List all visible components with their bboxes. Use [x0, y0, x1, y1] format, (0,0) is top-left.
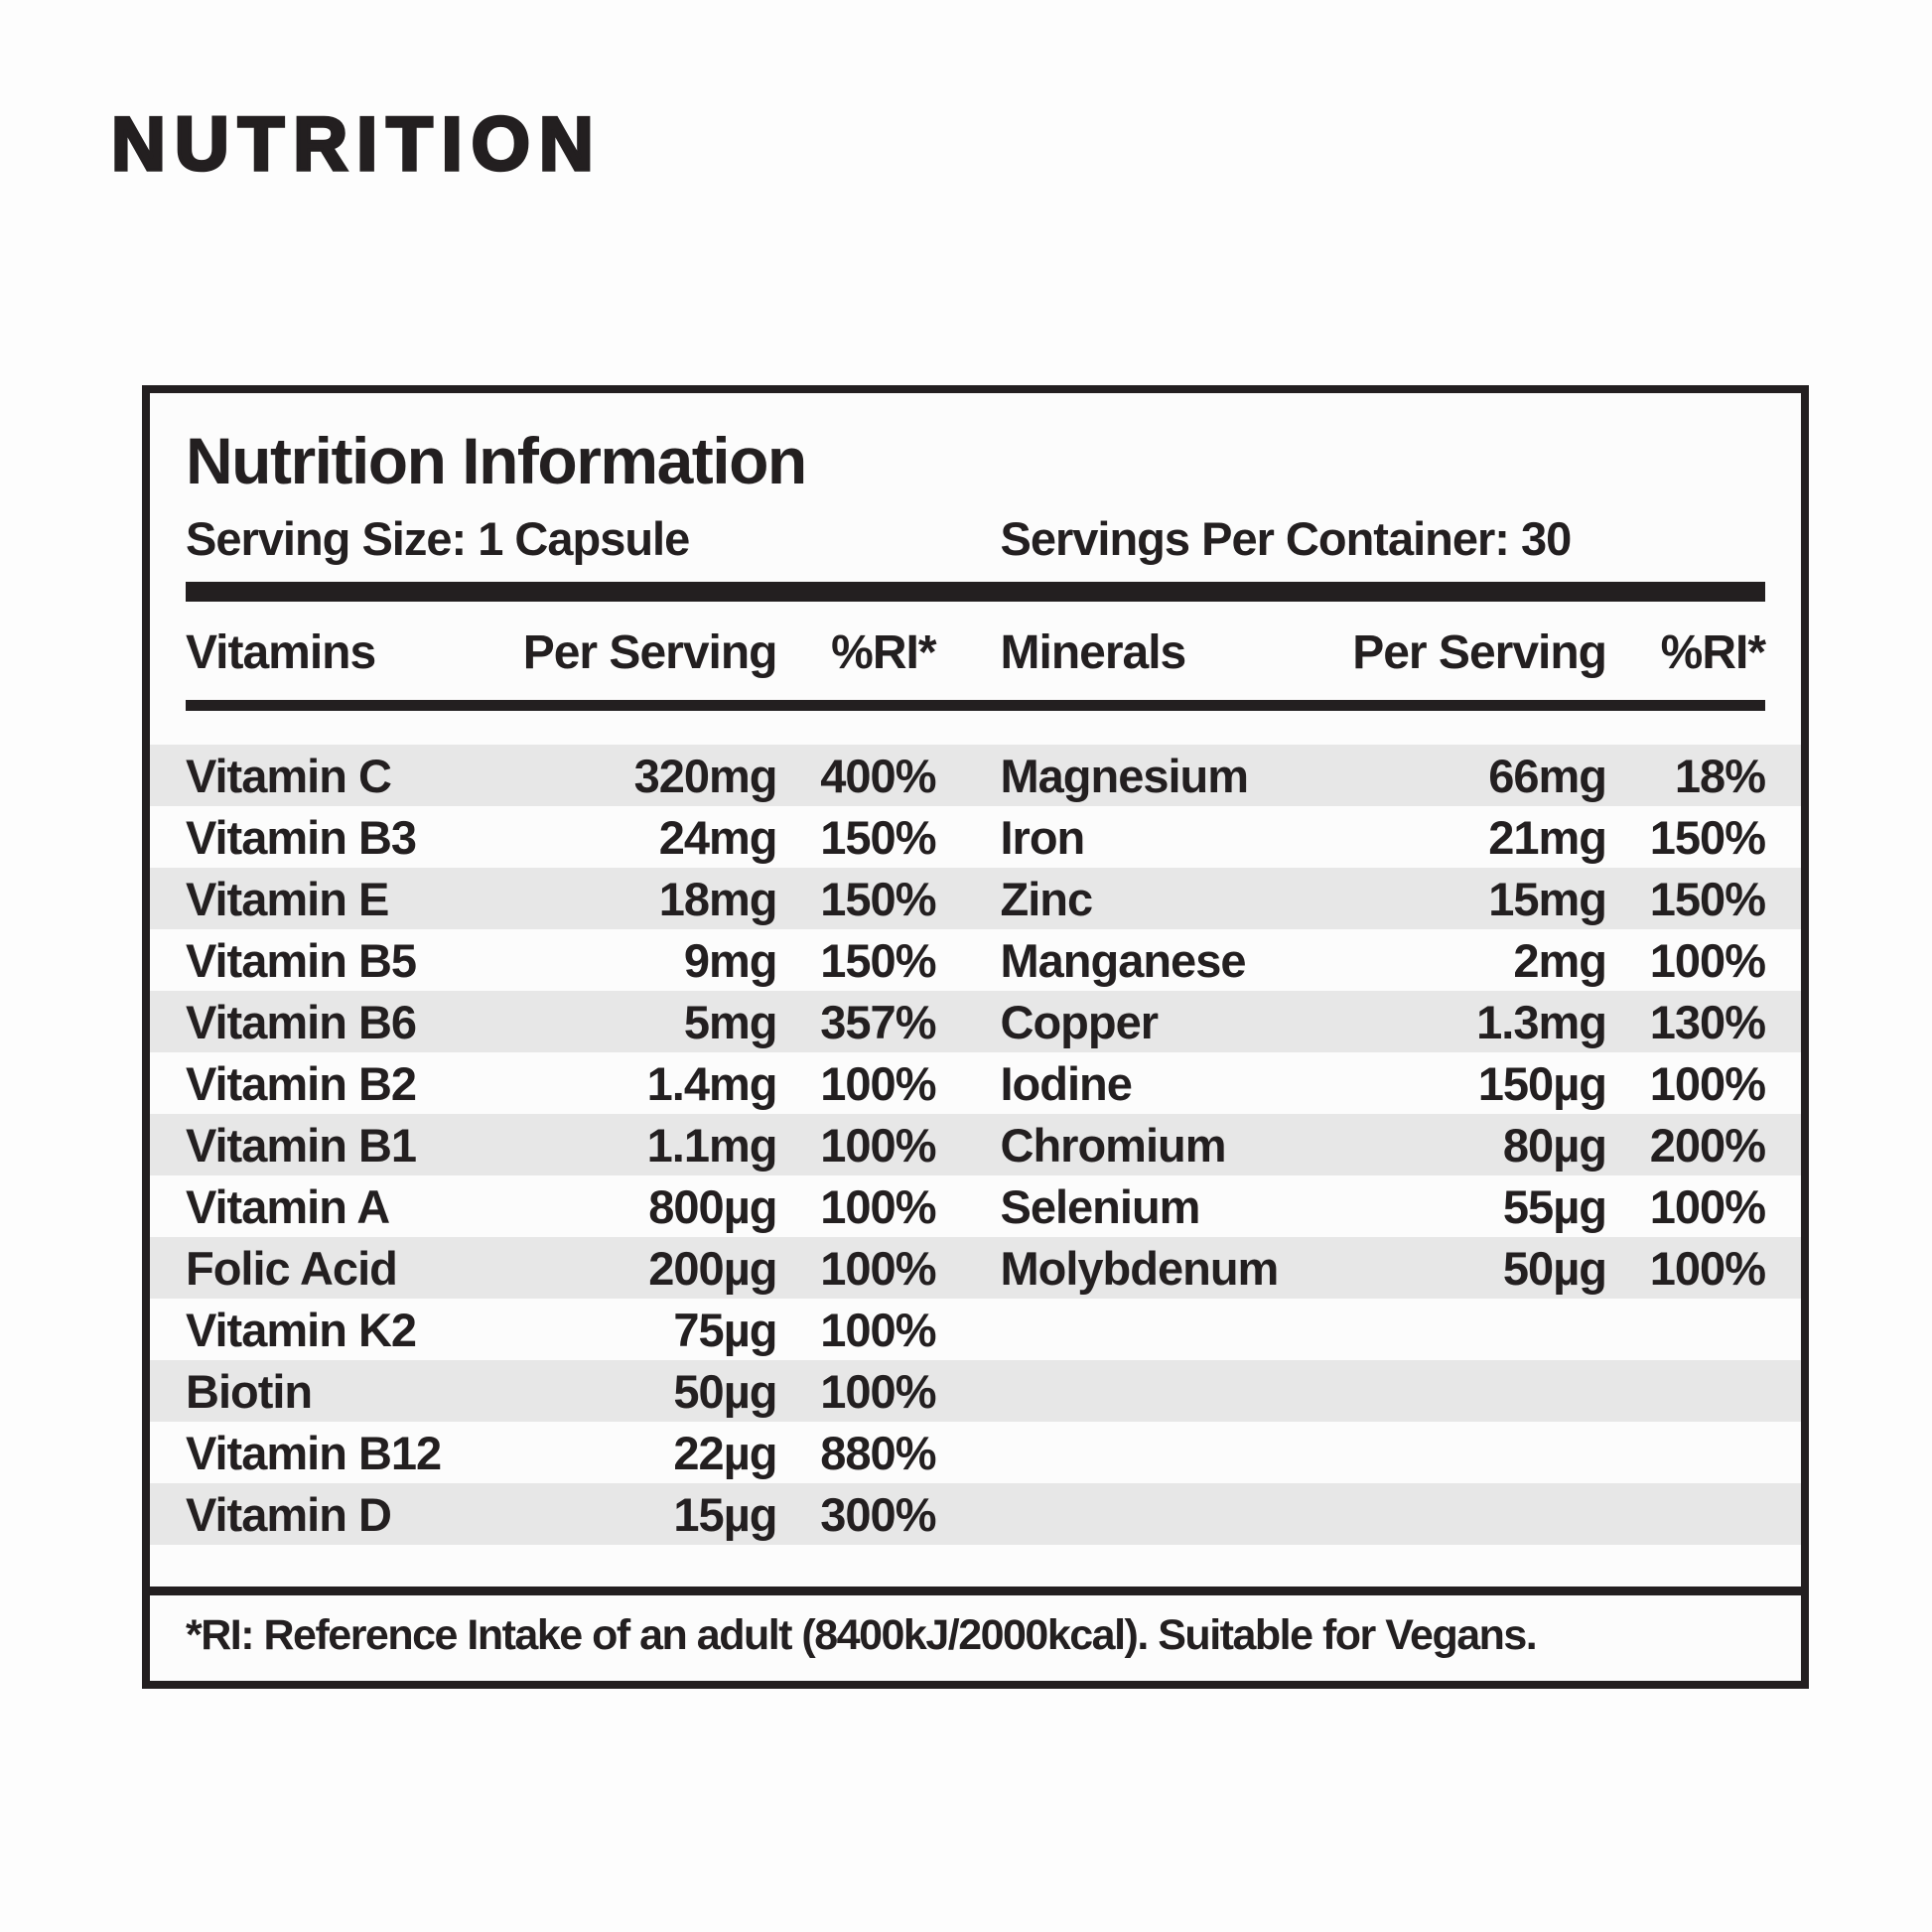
- vitamin-amount: 75µg: [673, 1303, 777, 1356]
- vitamin-ri: 100%: [820, 1241, 936, 1295]
- mineral-amount: 80µg: [1502, 1118, 1607, 1172]
- table-header-row: Vitamins Per Serving %RI* Minerals Per S…: [150, 602, 1801, 700]
- mineral-amount: 66mg: [1488, 749, 1607, 802]
- mineral-name: Iodine: [1000, 1056, 1133, 1110]
- vitamin-amount: 800µg: [648, 1179, 777, 1233]
- vitamin-amount: 18mg: [658, 872, 778, 925]
- vitamin-ri: 880%: [820, 1426, 936, 1479]
- mineral-name: Copper: [1000, 995, 1159, 1048]
- mineral-ri: 150%: [1649, 810, 1766, 864]
- table-row: Vitamin K2 75µg 100%: [150, 1299, 1801, 1360]
- table-row: Vitamin B12 22µg 880%: [150, 1422, 1801, 1483]
- mineral-ri: 18%: [1674, 749, 1766, 802]
- mineral-amount: 21mg: [1488, 810, 1607, 864]
- table-row: Vitamin B6 5mg 357% Copper 1.3mg 130%: [150, 991, 1801, 1053]
- mineral-ri: 150%: [1649, 872, 1766, 925]
- mineral-name: Selenium: [1000, 1179, 1201, 1233]
- vitamin-amount: 200µg: [648, 1241, 777, 1295]
- vitamin-ri: 150%: [820, 810, 936, 864]
- mineral-ri: 100%: [1649, 1179, 1766, 1233]
- nutrition-rows: Vitamin C 320mg 400% Magnesium 66mg 18% …: [150, 745, 1801, 1546]
- vitamin-name: Vitamin D: [186, 1487, 392, 1541]
- thick-divider: [186, 582, 1765, 603]
- mineral-name: Chromium: [1000, 1118, 1227, 1172]
- column-header-vitamins-per-serving: Per Serving: [522, 626, 778, 680]
- vitamin-ri: 300%: [820, 1487, 936, 1541]
- vitamin-ri: 100%: [820, 1179, 936, 1233]
- table-row: Biotin 50µg 100%: [150, 1360, 1801, 1423]
- page-title: NUTRITION: [109, 101, 603, 188]
- vitamin-amount: 320mg: [633, 749, 778, 802]
- table-row: Vitamin B5 9mg 150% Manganese 2mg 100%: [150, 929, 1801, 991]
- column-header-minerals-per-serving: Per Serving: [1352, 626, 1607, 680]
- vitamin-ri: 400%: [820, 749, 936, 802]
- table-row: Vitamin C 320mg 400% Magnesium 66mg 18%: [150, 745, 1801, 807]
- vitamin-ri: 150%: [820, 933, 936, 987]
- mineral-amount: 55µg: [1502, 1179, 1607, 1233]
- mineral-amount: 2mg: [1513, 933, 1607, 987]
- table-row: Folic Acid 200µg 100% Molybdenum 50µg 10…: [150, 1237, 1801, 1300]
- vitamin-name: Vitamin B1: [186, 1118, 417, 1172]
- mineral-name: Magnesium: [1000, 749, 1250, 802]
- mineral-amount: 50µg: [1502, 1241, 1607, 1295]
- vitamin-amount: 22µg: [673, 1426, 777, 1479]
- column-header-vitamins: Vitamins: [186, 626, 376, 680]
- vitamin-amount: 1.4mg: [646, 1056, 778, 1110]
- mineral-name: Zinc: [1000, 872, 1094, 925]
- mineral-amount: 15mg: [1488, 872, 1607, 925]
- nutrition-panel: Nutrition Information Serving Size: 1 Ca…: [142, 385, 1809, 1689]
- mineral-amount: 150µg: [1477, 1056, 1607, 1110]
- footnote-text: *RI: Reference Intake of an adult (8400k…: [186, 1611, 1538, 1660]
- panel-header: Nutrition Information Serving Size: 1 Ca…: [150, 393, 1801, 566]
- vitamin-amount: 50µg: [673, 1364, 777, 1418]
- mineral-ri: 200%: [1649, 1118, 1766, 1172]
- column-header-minerals: Minerals: [1000, 626, 1187, 680]
- vitamin-name: Vitamin K2: [186, 1303, 417, 1356]
- mineral-name: Iron: [1000, 810, 1086, 864]
- vitamin-name: Vitamin B6: [186, 995, 417, 1048]
- table-row: Vitamin D 15µg 300%: [150, 1483, 1801, 1546]
- table-row: Vitamin B2 1.4mg 100% Iodine 150µg 100%: [150, 1052, 1801, 1114]
- vitamin-amount: 9mg: [683, 933, 778, 987]
- vitamin-ri: 150%: [820, 872, 936, 925]
- vitamin-name: Vitamin B5: [186, 933, 417, 987]
- vitamin-amount: 1.1mg: [646, 1118, 778, 1172]
- vitamin-amount: 24mg: [658, 810, 778, 864]
- table-row: Vitamin A 800µg 100% Selenium 55µg 100%: [150, 1175, 1801, 1237]
- servings-per-container: Servings Per Container: 30: [1000, 512, 1573, 566]
- vitamin-name: Vitamin B12: [186, 1426, 442, 1479]
- vitamin-ri: 100%: [820, 1364, 936, 1418]
- header-underline-divider: [186, 700, 1765, 712]
- panel-title: Nutrition Information: [186, 424, 807, 497]
- vitamin-name: Biotin: [186, 1364, 313, 1418]
- table-row: Vitamin B3 24mg 150% Iron 21mg 150%: [150, 806, 1801, 868]
- mineral-amount: 1.3mg: [1476, 995, 1607, 1048]
- vitamin-name: Vitamin E: [186, 872, 389, 925]
- vitamin-name: Vitamin A: [186, 1179, 390, 1233]
- footnote-section: *RI: Reference Intake of an adult (8400k…: [150, 1587, 1801, 1680]
- vitamin-amount: 5mg: [683, 995, 778, 1048]
- column-header-minerals-ri: %RI*: [1660, 626, 1766, 680]
- mineral-ri: 100%: [1649, 1241, 1766, 1295]
- vitamin-name: Vitamin C: [186, 749, 392, 802]
- vitamin-name: Folic Acid: [186, 1241, 398, 1295]
- mineral-ri: 130%: [1649, 995, 1766, 1048]
- vitamin-ri: 100%: [820, 1056, 936, 1110]
- vitamin-ri: 357%: [820, 995, 936, 1048]
- mineral-name: Manganese: [1000, 933, 1247, 987]
- vitamin-ri: 100%: [820, 1303, 936, 1356]
- vitamin-name: Vitamin B3: [186, 810, 417, 864]
- vitamin-ri: 100%: [820, 1118, 936, 1172]
- mineral-ri: 100%: [1649, 933, 1766, 987]
- table-row: Vitamin E 18mg 150% Zinc 15mg 150%: [150, 868, 1801, 930]
- vitamin-amount: 15µg: [673, 1487, 777, 1541]
- serving-size: Serving Size: 1 Capsule: [186, 512, 690, 566]
- mineral-ri: 100%: [1649, 1056, 1766, 1110]
- table-row: Vitamin B1 1.1mg 100% Chromium 80µg 200%: [150, 1114, 1801, 1176]
- vitamin-name: Vitamin B2: [186, 1056, 417, 1110]
- mineral-name: Molybdenum: [1000, 1241, 1280, 1295]
- column-header-vitamins-ri: %RI*: [831, 626, 936, 680]
- serving-line: Serving Size: 1 Capsule Servings Per Con…: [186, 511, 1765, 566]
